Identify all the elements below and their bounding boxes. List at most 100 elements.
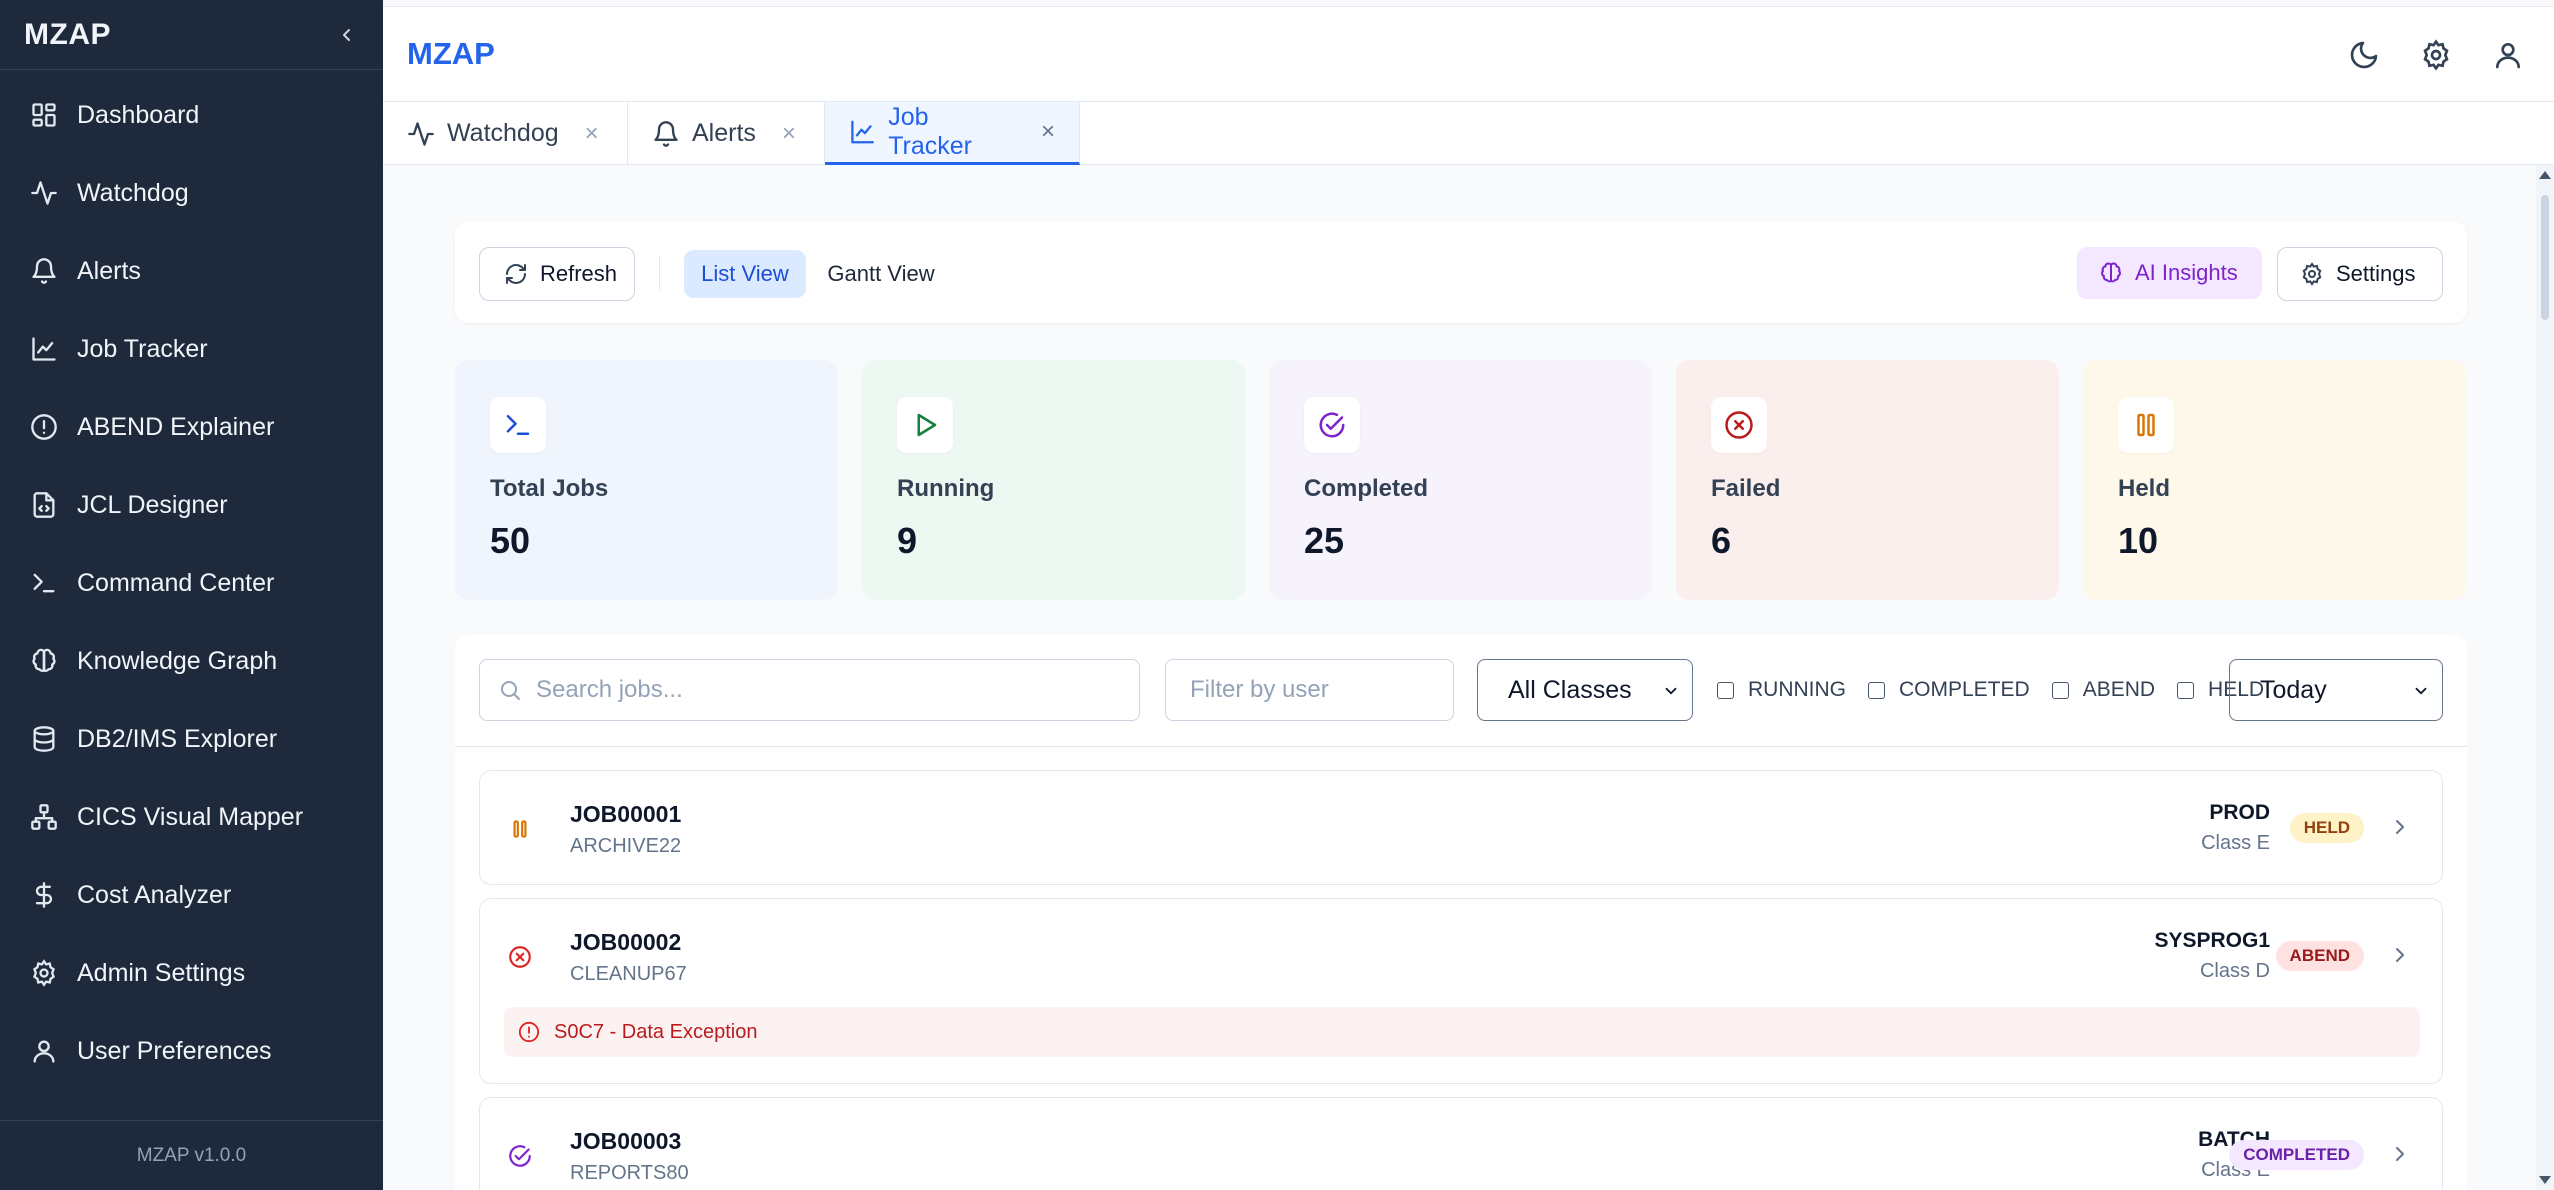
- sidebar-item-command-center[interactable]: Command Center: [0, 544, 383, 622]
- class-select[interactable]: All Classes: [1477, 659, 1693, 721]
- close-tab-icon[interactable]: ×: [781, 119, 796, 147]
- chart-line-icon: [32, 337, 56, 361]
- close-tab-icon[interactable]: ×: [584, 119, 599, 147]
- chevron-down-icon: [1665, 687, 1677, 695]
- stat-card-total-jobs: Total Jobs 50: [455, 360, 838, 600]
- settings-button[interactable]: Settings: [2277, 247, 2443, 301]
- chevron-right-icon[interactable]: [2388, 1142, 2412, 1166]
- job-id: JOB00002: [570, 929, 682, 955]
- status-checkbox-held[interactable]: HELD: [2177, 678, 2264, 702]
- user-filter-placeholder: Filter by user: [1190, 676, 1329, 703]
- dollar-icon: [35, 882, 53, 908]
- sidebar-item-abend-explainer[interactable]: ABEND Explainer: [0, 388, 383, 466]
- stat-value: 25: [1304, 520, 1345, 561]
- chevron-right-icon[interactable]: [2388, 815, 2412, 839]
- filter-bar: Search jobs... Filter by user All Classe…: [455, 635, 2467, 747]
- stat-card-running: Running 9: [862, 360, 1245, 600]
- check-circle-icon: [498, 1134, 542, 1178]
- job-row[interactable]: JOB00003 REPORTS80 BATCH Class E COMPLET…: [479, 1097, 2443, 1190]
- sidebar-nav: Dashboard Watchdog Alerts Job Tracker AB…: [0, 70, 383, 1090]
- close-tab-icon[interactable]: ×: [1040, 118, 1055, 145]
- chevron-right-icon[interactable]: [2388, 943, 2412, 967]
- date-range-select[interactable]: Today: [2229, 659, 2443, 721]
- terminal-icon: [33, 573, 55, 593]
- gear-icon: [33, 959, 55, 987]
- stat-label: Completed: [1304, 475, 1429, 502]
- network-icon: [31, 804, 57, 830]
- main-scrollbar[interactable]: [2536, 165, 2554, 1190]
- user-icon: [33, 1040, 55, 1063]
- job-row[interactable]: JOB00002 CLEANUP67 SYSPROG1 Class D ABEN…: [479, 898, 2443, 1084]
- sidebar-item-cost-analyzer[interactable]: Cost Analyzer: [0, 856, 383, 934]
- tab-bar: Watchdog × Alerts × Job Tracker ×: [383, 102, 2554, 165]
- tab-watchdog[interactable]: Watchdog ×: [383, 102, 628, 165]
- status-checkbox-running[interactable]: RUNNING: [1717, 678, 1846, 702]
- sidebar-item-label: Admin Settings: [77, 958, 246, 987]
- chart-line-icon: [851, 120, 874, 144]
- checkbox[interactable]: [1868, 681, 1885, 699]
- check-circle-icon: [1304, 397, 1360, 453]
- checkbox-label: ABEND: [2082, 678, 2156, 701]
- stat-label: Total Jobs: [490, 475, 609, 502]
- job-row[interactable]: JOB00001 ARCHIVE22 PROD Class E HELD: [479, 770, 2443, 885]
- sidebar-item-user-preferences[interactable]: User Preferences: [0, 1012, 383, 1090]
- checkbox[interactable]: [2177, 681, 2195, 699]
- sidebar-item-cics-visual-mapper[interactable]: CICS Visual Mapper: [0, 778, 383, 856]
- scrollbar-thumb[interactable]: [2541, 195, 2549, 320]
- scroll-down-arrow-icon[interactable]: [2539, 1176, 2551, 1184]
- brain-icon: [2101, 262, 2121, 283]
- list-view-button[interactable]: List View: [684, 250, 806, 298]
- status-checkbox-abend[interactable]: ABEND: [2051, 678, 2156, 702]
- job-id: JOB00003: [570, 1128, 682, 1154]
- pause-icon: [498, 807, 542, 851]
- tab-alerts[interactable]: Alerts ×: [628, 102, 825, 165]
- sidebar-item-dashboard[interactable]: Dashboard: [0, 76, 383, 154]
- checkbox[interactable]: [2051, 681, 2069, 699]
- checkbox[interactable]: [1717, 681, 1734, 699]
- collapse-sidebar-icon[interactable]: [335, 23, 359, 47]
- play-icon: [897, 397, 953, 453]
- sidebar-item-job-tracker[interactable]: Job Tracker: [0, 310, 383, 388]
- sidebar-item-watchdog[interactable]: Watchdog: [0, 154, 383, 232]
- sidebar-item-label: Watchdog: [77, 178, 189, 207]
- bell-icon: [654, 120, 678, 147]
- abend-message: S0C7 - Data Exception: [504, 1007, 2420, 1057]
- scroll-up-arrow-icon[interactable]: [2539, 171, 2551, 179]
- sidebar-item-label: Cost Analyzer: [77, 880, 232, 909]
- gantt-view-button[interactable]: Gantt View: [827, 261, 935, 286]
- header-actions: [2348, 7, 2524, 103]
- stat-card-held: Held 10: [2083, 360, 2466, 600]
- moon-icon[interactable]: [2348, 39, 2380, 71]
- search-placeholder: Search jobs...: [536, 676, 683, 703]
- brain-icon: [32, 648, 56, 672]
- stat-card-failed: Failed 6: [1676, 360, 2059, 600]
- search-input[interactable]: Search jobs...: [479, 659, 1140, 721]
- tab-job-tracker[interactable]: Job Tracker ×: [825, 102, 1080, 165]
- ai-insights-button[interactable]: AI Insights: [2077, 247, 2262, 299]
- user-icon[interactable]: [2492, 39, 2524, 71]
- sidebar-item-label: Dashboard: [77, 100, 200, 129]
- sidebar-item-db2-ims-explorer[interactable]: DB2/IMS Explorer: [0, 700, 383, 778]
- sidebar-item-label: DB2/IMS Explorer: [77, 724, 278, 753]
- status-checkbox-completed[interactable]: COMPLETED: [1868, 678, 2030, 702]
- refresh-button[interactable]: Refresh: [479, 247, 635, 301]
- stat-card-completed: Completed 25: [1269, 360, 1652, 600]
- refresh-label: Refresh: [540, 261, 618, 286]
- job-list-panel: Search jobs... Filter by user All Classe…: [455, 635, 2467, 1190]
- brand-title: MZAP: [407, 36, 495, 71]
- gear-icon[interactable]: [2420, 39, 2452, 71]
- x-circle-icon: [498, 935, 542, 979]
- stat-value: 10: [2118, 520, 2159, 561]
- search-icon: [501, 681, 520, 700]
- toolbar-divider: [659, 257, 660, 291]
- toolbar: Refresh List View Gantt View AI Insights…: [455, 221, 2467, 323]
- sidebar-item-label: Alerts: [77, 256, 141, 285]
- sidebar-item-admin-settings[interactable]: Admin Settings: [0, 934, 383, 1012]
- checkbox-label: COMPLETED: [1899, 678, 2030, 701]
- user-filter-input[interactable]: Filter by user: [1165, 659, 1454, 721]
- sidebar-item-label: Command Center: [77, 568, 275, 597]
- sidebar-item-knowledge-graph[interactable]: Knowledge Graph: [0, 622, 383, 700]
- sidebar-item-jcl-designer[interactable]: JCL Designer: [0, 466, 383, 544]
- sidebar-item-alerts[interactable]: Alerts: [0, 232, 383, 310]
- sidebar-item-label: Knowledge Graph: [77, 646, 278, 675]
